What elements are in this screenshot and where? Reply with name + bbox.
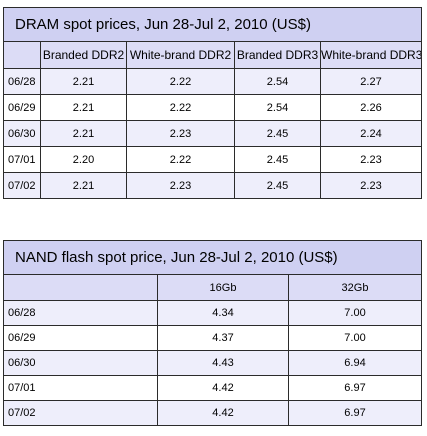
price-cell: 6.94: [287, 350, 423, 376]
table-row: 07/01 2.20 2.22 2.45 2.23: [3, 146, 422, 173]
date-cell: 06/29: [3, 94, 41, 121]
price-cell: 2.26: [320, 94, 422, 121]
price-cell: 4.42: [157, 400, 289, 426]
price-cell: 2.20: [40, 146, 127, 173]
date-cell: 06/30: [3, 120, 41, 147]
date-cell: 07/01: [3, 146, 41, 173]
nand-header-32gb: 32Gb: [287, 274, 423, 301]
nand-price-table: NAND flash spot price, Jun 28-Jul 2, 201…: [2, 240, 423, 426]
table-row: 07/01 4.42 6.97: [3, 375, 423, 401]
price-cell: 2.23: [126, 172, 235, 199]
dram-header-date: [3, 41, 41, 69]
date-cell: 06/30: [3, 350, 158, 376]
price-cell: 2.45: [234, 120, 321, 147]
price-cell: 2.23: [126, 120, 235, 147]
price-cell: 2.22: [126, 94, 235, 121]
price-cell: 7.00: [287, 300, 423, 326]
price-cell: 2.23: [320, 146, 422, 173]
date-cell: 06/28: [3, 68, 41, 95]
price-cell: 2.45: [234, 146, 321, 173]
table-row: 06/28 2.21 2.22 2.54 2.27: [3, 68, 422, 95]
dram-header-white-brand-ddr3: White-brand DDR3: [320, 41, 422, 69]
price-cell: 2.21: [40, 172, 127, 199]
table-row: 06/29 4.37 7.00: [3, 325, 423, 351]
price-cell: 4.42: [157, 375, 289, 401]
table-row: 06/28 4.34 7.00: [3, 300, 423, 326]
price-cell: 6.97: [287, 400, 423, 426]
price-cell: 2.23: [320, 172, 422, 199]
price-cell: 4.43: [157, 350, 289, 376]
price-cell: 2.22: [126, 146, 235, 173]
price-cell: 6.97: [287, 375, 423, 401]
table-row: 07/02 2.21 2.23 2.45 2.23: [3, 172, 422, 199]
price-cell: 2.22: [126, 68, 235, 95]
price-cell: 7.00: [287, 325, 423, 351]
date-cell: 06/28: [3, 300, 158, 326]
dram-header-row: Branded DDR2 White-brand DDR2 Branded DD…: [3, 41, 422, 69]
dram-header-branded-ddr3: Branded DDR3: [234, 41, 321, 69]
price-cell: 2.21: [40, 68, 127, 95]
price-cell: 2.21: [40, 120, 127, 147]
date-cell: 07/01: [3, 375, 158, 401]
price-cell: 2.24: [320, 120, 422, 147]
price-cell: 2.27: [320, 68, 422, 95]
table-row: 06/30 4.43 6.94: [3, 350, 423, 376]
price-cell: 2.54: [234, 68, 321, 95]
date-cell: 06/29: [3, 325, 158, 351]
dram-price-table: DRAM spot prices, Jun 28-Jul 2, 2010 (US…: [3, 7, 422, 199]
nand-header-date: [3, 274, 158, 301]
dram-header-white-brand-ddr2: White-brand DDR2: [126, 41, 235, 69]
price-cell: 4.34: [157, 300, 289, 326]
price-cell: 2.21: [40, 94, 127, 121]
date-cell: 07/02: [3, 172, 41, 199]
dram-header-branded-ddr2: Branded DDR2: [40, 41, 127, 69]
price-cell: 4.37: [157, 325, 289, 351]
nand-table-title: NAND flash spot price, Jun 28-Jul 2, 201…: [2, 240, 423, 275]
price-cell: 2.45: [234, 172, 321, 199]
table-row: 07/02 4.42 6.97: [3, 400, 423, 426]
nand-header-row: 16Gb 32Gb: [3, 274, 423, 301]
date-cell: 07/02: [3, 400, 158, 426]
dram-table-title: DRAM spot prices, Jun 28-Jul 2, 2010 (US…: [3, 7, 422, 42]
table-row: 06/29 2.21 2.22 2.54 2.26: [3, 94, 422, 121]
table-row: 06/30 2.21 2.23 2.45 2.24: [3, 120, 422, 147]
price-cell: 2.54: [234, 94, 321, 121]
nand-header-16gb: 16Gb: [157, 274, 289, 301]
